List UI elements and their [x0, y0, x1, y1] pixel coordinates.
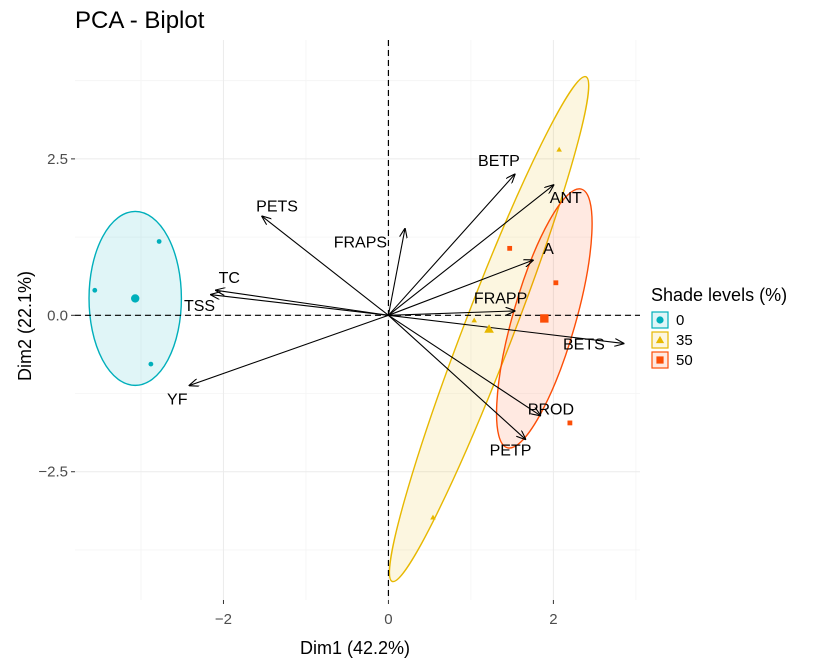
y-tick-label: 2.5 — [47, 151, 68, 168]
variable-label-tss: TSS — [184, 298, 215, 315]
variable-label-yf: YF — [167, 392, 188, 409]
legend-key-square — [656, 356, 664, 364]
y-tick-label: 0.0 — [47, 307, 68, 324]
arrow-frapp — [388, 311, 514, 316]
legend-key-circle — [656, 316, 664, 324]
variable-label-frapp: FRAPP — [474, 290, 527, 307]
variable-label-prod: PROD — [528, 402, 574, 419]
point-group-50 — [507, 245, 513, 251]
variable-arrows — [190, 175, 624, 440]
arrow-ant — [388, 185, 553, 316]
variable-label-bets: BETS — [563, 337, 605, 354]
legend: Shade levels (%) 0 35 50 — [651, 285, 787, 369]
arrow-yf — [190, 314, 389, 385]
variable-label-fraps: FRAPS — [334, 235, 387, 252]
variable-label-pets: PETS — [256, 198, 298, 215]
arrow-petp — [388, 314, 525, 439]
y-tick-label: −2.5 — [38, 464, 68, 481]
axis-ticks: −2 0 2 −2.5 0.0 2.5 — [38, 151, 557, 628]
centroid-group-50 — [540, 314, 549, 323]
legend-label-0: 0 — [676, 312, 684, 329]
arrow-betp — [388, 175, 514, 316]
point-group-50 — [567, 420, 573, 426]
point-group-0 — [92, 287, 98, 293]
chart-title: PCA - Biplot — [75, 7, 205, 34]
centroid-group-0 — [131, 294, 140, 303]
point-group-0 — [156, 239, 162, 244]
point-group-50 — [553, 280, 559, 286]
arrow-tc — [216, 290, 389, 316]
x-tick-label: 2 — [549, 611, 557, 628]
point-group-35 — [556, 146, 562, 152]
legend-key-triangle — [655, 335, 665, 344]
legend-entries: 0 35 50 — [651, 311, 693, 369]
variable-label-ant: ANT — [550, 190, 582, 207]
variable-label-tc: TC — [219, 270, 240, 287]
legend-label-50: 50 — [676, 352, 693, 369]
individual-points — [92, 146, 573, 520]
x-tick-label: 0 — [384, 611, 392, 628]
point-group-0 — [148, 361, 154, 367]
variable-label-petp: PETP — [490, 442, 532, 459]
arrow-tss — [211, 295, 389, 316]
point-group-35 — [471, 317, 477, 323]
arrow-fraps — [387, 229, 404, 316]
arrow-bets — [388, 314, 623, 343]
centroid-group-35 — [484, 324, 494, 333]
legend-label-35: 35 — [676, 332, 693, 349]
variable-label-a: A — [543, 241, 554, 258]
legend-title: Shade levels (%) — [651, 285, 787, 305]
point-group-35 — [430, 514, 436, 520]
y-axis-title: Dim2 (22.1%) — [15, 271, 35, 381]
x-tick-label: −2 — [215, 611, 232, 628]
arrow-a — [388, 260, 532, 316]
x-axis-title: Dim1 (42.2%) — [300, 638, 410, 658]
variable-label-betp: BETP — [478, 153, 520, 170]
arrow-prod — [388, 314, 540, 415]
arrow-pets — [262, 216, 389, 316]
